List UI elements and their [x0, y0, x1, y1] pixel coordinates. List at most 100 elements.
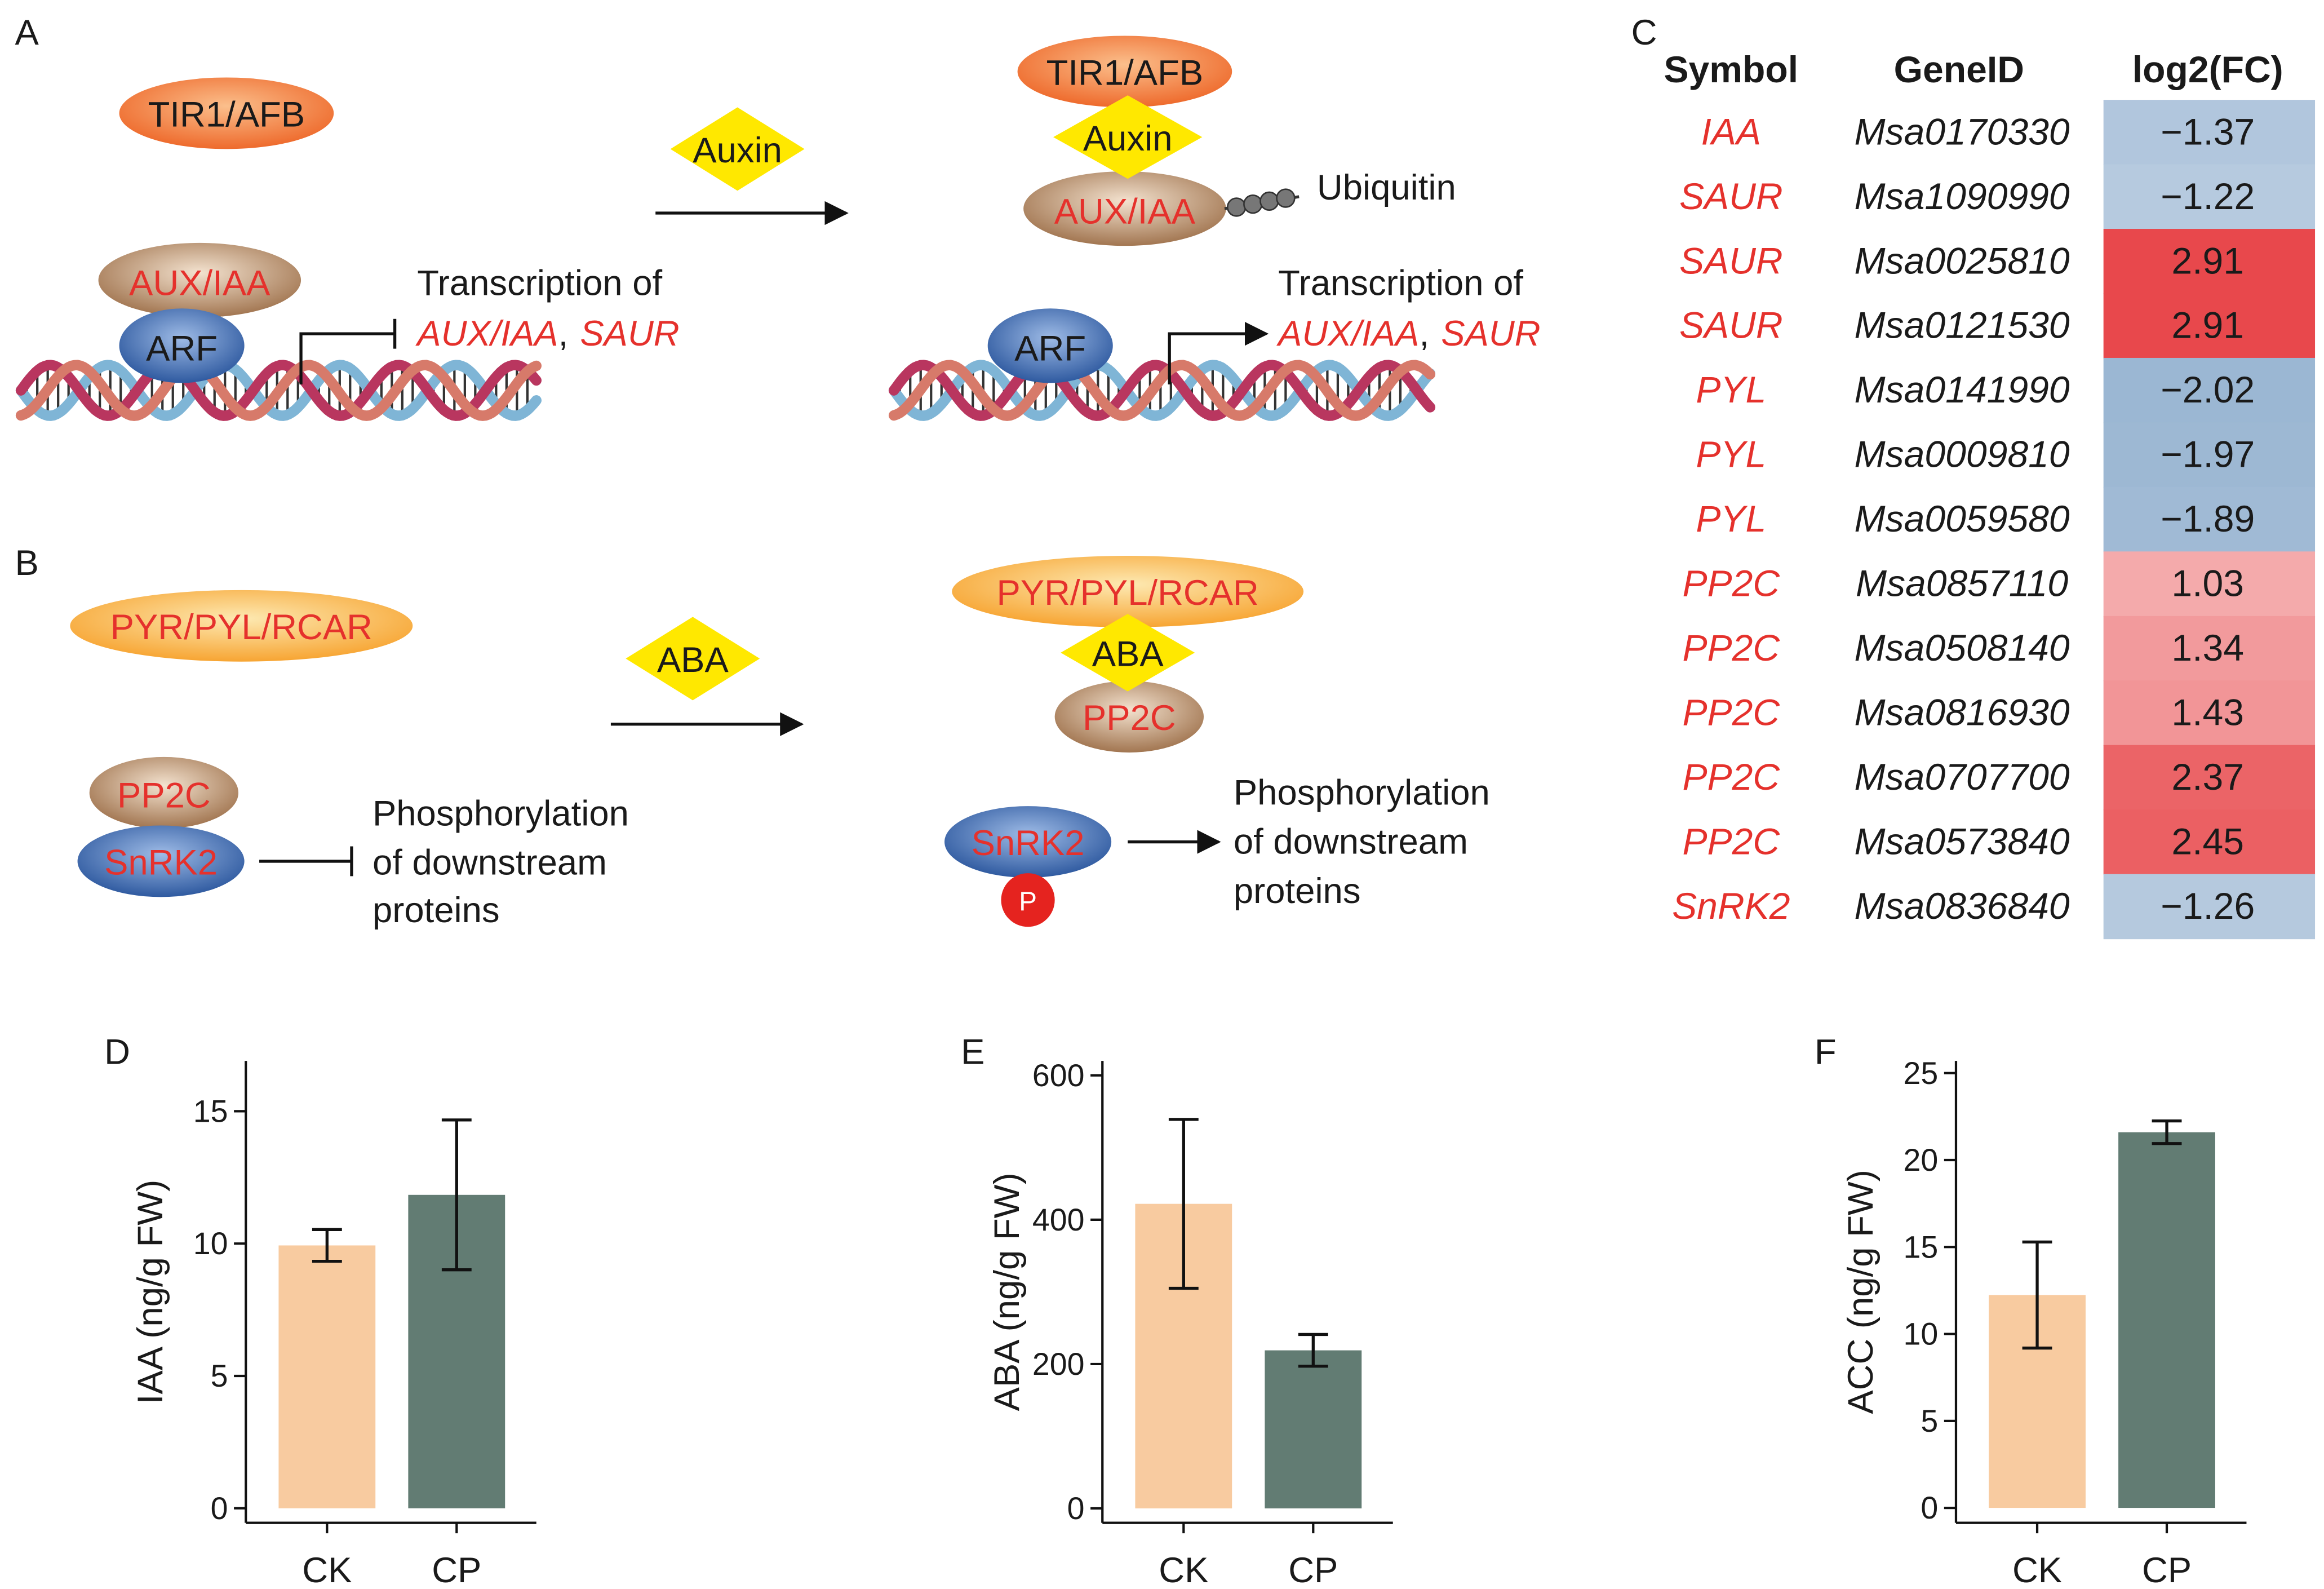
signal [670, 107, 805, 191]
receptor-label: TIR1/AFB [148, 95, 305, 135]
bar [2118, 1132, 2215, 1508]
heat-cell [2103, 100, 2316, 165]
fold-change: −1.97 [2161, 434, 2255, 476]
x-tick-label: CK [1159, 1551, 1208, 1589]
bar [278, 1245, 376, 1508]
tag-label: Ubiquitin [1317, 168, 1456, 207]
kinase-label: SnRK2 [972, 824, 1085, 863]
gene-symbol: PP2C [1682, 563, 1780, 605]
fold-change: 2.45 [2171, 821, 2244, 862]
gene-id: Msa0025810 [1854, 240, 2069, 282]
heat-cell [2103, 357, 2316, 423]
y-tick-label: 20 [1904, 1143, 1939, 1178]
gene-id: Msa0009810 [1854, 434, 2069, 476]
gene-id: Msa0141990 [1854, 369, 2069, 411]
heat-cell [2103, 486, 2316, 552]
heat-cell [2103, 745, 2316, 811]
gene-id: Msa1090990 [1854, 176, 2069, 218]
fold-change: −1.89 [2161, 498, 2255, 540]
heat-cell [2103, 874, 2316, 940]
y-tick-label: 0 [1921, 1490, 1938, 1525]
y-tick-label: 15 [1904, 1229, 1939, 1264]
y-tick-label: 10 [193, 1226, 228, 1261]
y-tick-label: 600 [1032, 1058, 1085, 1093]
dna-strand [15, 360, 542, 421]
y-tick-label: 400 [1032, 1202, 1085, 1237]
gene-id: Msa0508140 [1854, 627, 2069, 669]
fold-change: 1.03 [2171, 563, 2244, 605]
gene-symbol: PP2C [1682, 756, 1780, 798]
error-bar [1168, 1118, 1199, 1290]
y-tick-label: 5 [1921, 1404, 1938, 1438]
heat-cell [2103, 164, 2316, 230]
gene-id: Msa0857110 [1856, 563, 2068, 605]
output-genes: AUX/IAA, SAUR [415, 314, 679, 353]
dna-strand [888, 360, 1436, 421]
gene-symbol: PP2C [1682, 692, 1780, 734]
x-tick-label: CP [1288, 1551, 1338, 1589]
y-axis-label: IAA (ng/g FW) [131, 1180, 170, 1404]
column-header: Symbol [1664, 49, 1798, 91]
gene-symbol: IAA [1701, 111, 1762, 153]
output-text: proteins [372, 891, 500, 930]
repressor [1023, 171, 1226, 246]
output-text: of downstream [372, 843, 607, 883]
signal [626, 617, 760, 701]
output-text: Phosphorylation [1234, 773, 1490, 812]
receptor [70, 590, 413, 662]
output-genes: AUX/IAA, SAUR [1276, 314, 1540, 353]
error-bar [441, 1118, 472, 1272]
dna-strand [888, 360, 1436, 421]
factor [119, 308, 245, 383]
error-bar [312, 1228, 342, 1263]
y-tick-label: 15 [193, 1094, 228, 1128]
repressor [98, 242, 301, 318]
receptor [1017, 36, 1232, 108]
phosphate-label: P [1019, 887, 1037, 917]
gene-symbol: PYL [1696, 498, 1766, 540]
receptor-label: PYR/PYL/RCAR [997, 573, 1259, 613]
heat-cell [2103, 680, 2316, 746]
error-bar [1298, 1333, 1328, 1368]
x-tick-label: CK [302, 1551, 352, 1589]
gene: SAUR [580, 314, 679, 353]
gene-id: Msa0707700 [1854, 756, 2069, 798]
gene: SAUR [1441, 314, 1540, 353]
gene-id: Msa0170330 [1854, 111, 2069, 153]
y-axis-label: ABA (ng/g FW) [987, 1172, 1027, 1411]
gene-id: Msa0573840 [1854, 821, 2069, 862]
separator: , [558, 314, 569, 353]
receptor-label: TIR1/AFB [1046, 54, 1203, 93]
table: IAA Msa0170330 −1.37 SAUR Msa1090990 −1.22 SAU… [1672, 100, 2316, 940]
error-bar [2022, 1240, 2052, 1350]
bar [1265, 1350, 1362, 1509]
separator: , [1420, 314, 1430, 353]
gene-symbol: SAUR [1679, 305, 1783, 347]
y-tick-label: 25 [1904, 1056, 1939, 1091]
fold-change: 1.43 [2171, 692, 2244, 734]
x-tick-label: CK [2012, 1551, 2062, 1589]
heat-cell [2103, 551, 2316, 617]
heat-cell [2103, 293, 2316, 359]
gene-symbol: SAUR [1679, 240, 1783, 282]
heat-cell [2103, 809, 2316, 875]
output-text: proteins [1234, 871, 1361, 911]
kinase-label: SnRK2 [104, 843, 218, 883]
fold-change: −1.26 [2161, 886, 2255, 927]
gene-id: Msa0059580 [1854, 498, 2069, 540]
output-text: Phosphorylation [372, 794, 629, 833]
panel-label: C [1631, 13, 1657, 52]
dna-strand [15, 360, 542, 421]
panel-label: B [15, 543, 39, 583]
fold-change: −2.02 [2161, 369, 2255, 411]
x-tick-label: CP [2142, 1551, 2192, 1589]
panel-label: E [961, 1032, 984, 1072]
fold-change: 2.91 [2171, 240, 2244, 282]
dna-layer [15, 360, 1436, 421]
receptor [952, 556, 1304, 627]
y-tick-label: 200 [1032, 1347, 1085, 1382]
activation [1168, 321, 1269, 385]
column-header: log2(FC) [2132, 49, 2283, 91]
